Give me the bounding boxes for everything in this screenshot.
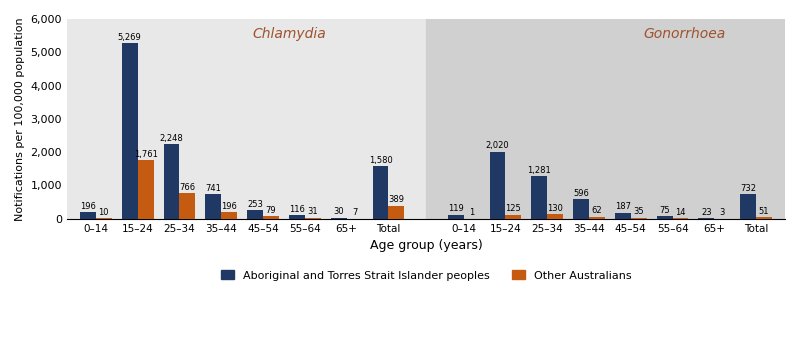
Bar [740, 195, 756, 219]
Bar [179, 193, 195, 219]
Bar [573, 199, 589, 219]
Text: 1,580: 1,580 [369, 156, 392, 165]
Bar [138, 160, 154, 219]
Bar [490, 152, 506, 219]
Text: 2,020: 2,020 [486, 141, 510, 150]
Text: 1,761: 1,761 [134, 150, 158, 159]
Text: 79: 79 [266, 206, 276, 215]
Bar [389, 206, 404, 219]
Legend: Aboriginal and Torres Strait Islander peoples, Other Australians: Aboriginal and Torres Strait Islander pe… [216, 266, 636, 285]
Text: 125: 125 [506, 204, 522, 213]
Bar [305, 218, 321, 219]
Bar [756, 217, 772, 219]
Text: 75: 75 [659, 206, 670, 215]
Bar [448, 215, 464, 219]
Text: 35: 35 [634, 207, 644, 216]
Bar [547, 214, 563, 219]
Text: 5,269: 5,269 [118, 33, 142, 42]
Text: 30: 30 [334, 207, 344, 217]
Bar [426, 19, 785, 219]
Bar [80, 212, 96, 219]
Text: 116: 116 [289, 204, 305, 214]
Text: 741: 741 [206, 184, 222, 193]
Bar [615, 213, 630, 219]
Text: 14: 14 [675, 208, 686, 217]
Text: 1: 1 [469, 208, 474, 217]
Text: 23: 23 [701, 208, 712, 217]
Bar [506, 214, 522, 219]
Text: 7: 7 [352, 208, 358, 217]
Bar [630, 218, 646, 219]
Text: 196: 196 [80, 202, 96, 211]
Text: 196: 196 [222, 202, 237, 211]
Text: 3: 3 [720, 208, 725, 217]
Text: 51: 51 [759, 207, 770, 216]
Text: 732: 732 [740, 184, 756, 193]
X-axis label: Age group (years): Age group (years) [370, 239, 482, 252]
Text: 31: 31 [307, 207, 318, 217]
Bar [222, 212, 237, 219]
Text: 1,281: 1,281 [527, 166, 551, 175]
Bar [263, 216, 279, 219]
Bar [531, 176, 547, 219]
Text: Chlamydia: Chlamydia [253, 27, 326, 41]
Bar [206, 194, 222, 219]
Text: 596: 596 [573, 189, 589, 198]
Text: 766: 766 [179, 183, 195, 192]
Bar [289, 215, 305, 219]
Bar [163, 144, 179, 219]
Text: 253: 253 [247, 200, 263, 209]
Bar [657, 216, 673, 219]
Text: 62: 62 [592, 206, 602, 215]
Bar [247, 210, 263, 219]
Text: 2,248: 2,248 [160, 133, 183, 143]
Text: 119: 119 [448, 204, 463, 213]
Bar [698, 218, 714, 219]
Text: 130: 130 [547, 204, 563, 213]
Y-axis label: Notifications per 100,000 population: Notifications per 100,000 population [15, 17, 25, 221]
Text: 187: 187 [615, 202, 631, 211]
Bar [67, 19, 426, 219]
Bar [673, 218, 689, 219]
Bar [122, 43, 138, 219]
Bar [373, 166, 389, 219]
Text: 10: 10 [98, 208, 109, 217]
Text: 389: 389 [388, 196, 404, 204]
Bar [589, 217, 605, 219]
Bar [330, 218, 346, 219]
Text: Gonorrhoea: Gonorrhoea [643, 27, 726, 41]
